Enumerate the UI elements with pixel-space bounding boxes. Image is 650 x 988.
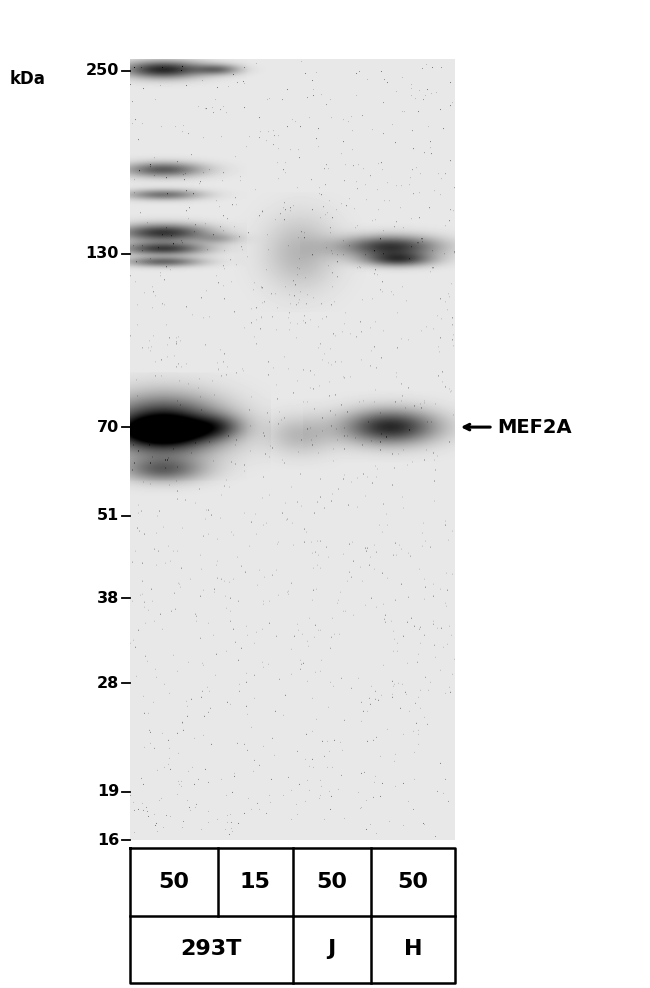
Text: J: J <box>328 940 335 959</box>
Text: 293T: 293T <box>181 940 242 959</box>
Text: 250: 250 <box>86 63 119 78</box>
Text: 50: 50 <box>159 871 189 892</box>
Text: MEF2A: MEF2A <box>497 418 571 437</box>
Text: H: H <box>404 940 422 959</box>
Text: 38: 38 <box>97 591 119 606</box>
Text: 51: 51 <box>97 508 119 524</box>
Text: 28: 28 <box>97 676 119 691</box>
Text: 50: 50 <box>397 871 428 892</box>
Text: 19: 19 <box>97 784 119 799</box>
Text: 130: 130 <box>86 246 119 262</box>
Text: 15: 15 <box>240 871 270 892</box>
Text: kDa: kDa <box>10 70 46 88</box>
Text: 16: 16 <box>97 833 119 848</box>
Text: 50: 50 <box>316 871 347 892</box>
Text: 70: 70 <box>97 420 119 435</box>
